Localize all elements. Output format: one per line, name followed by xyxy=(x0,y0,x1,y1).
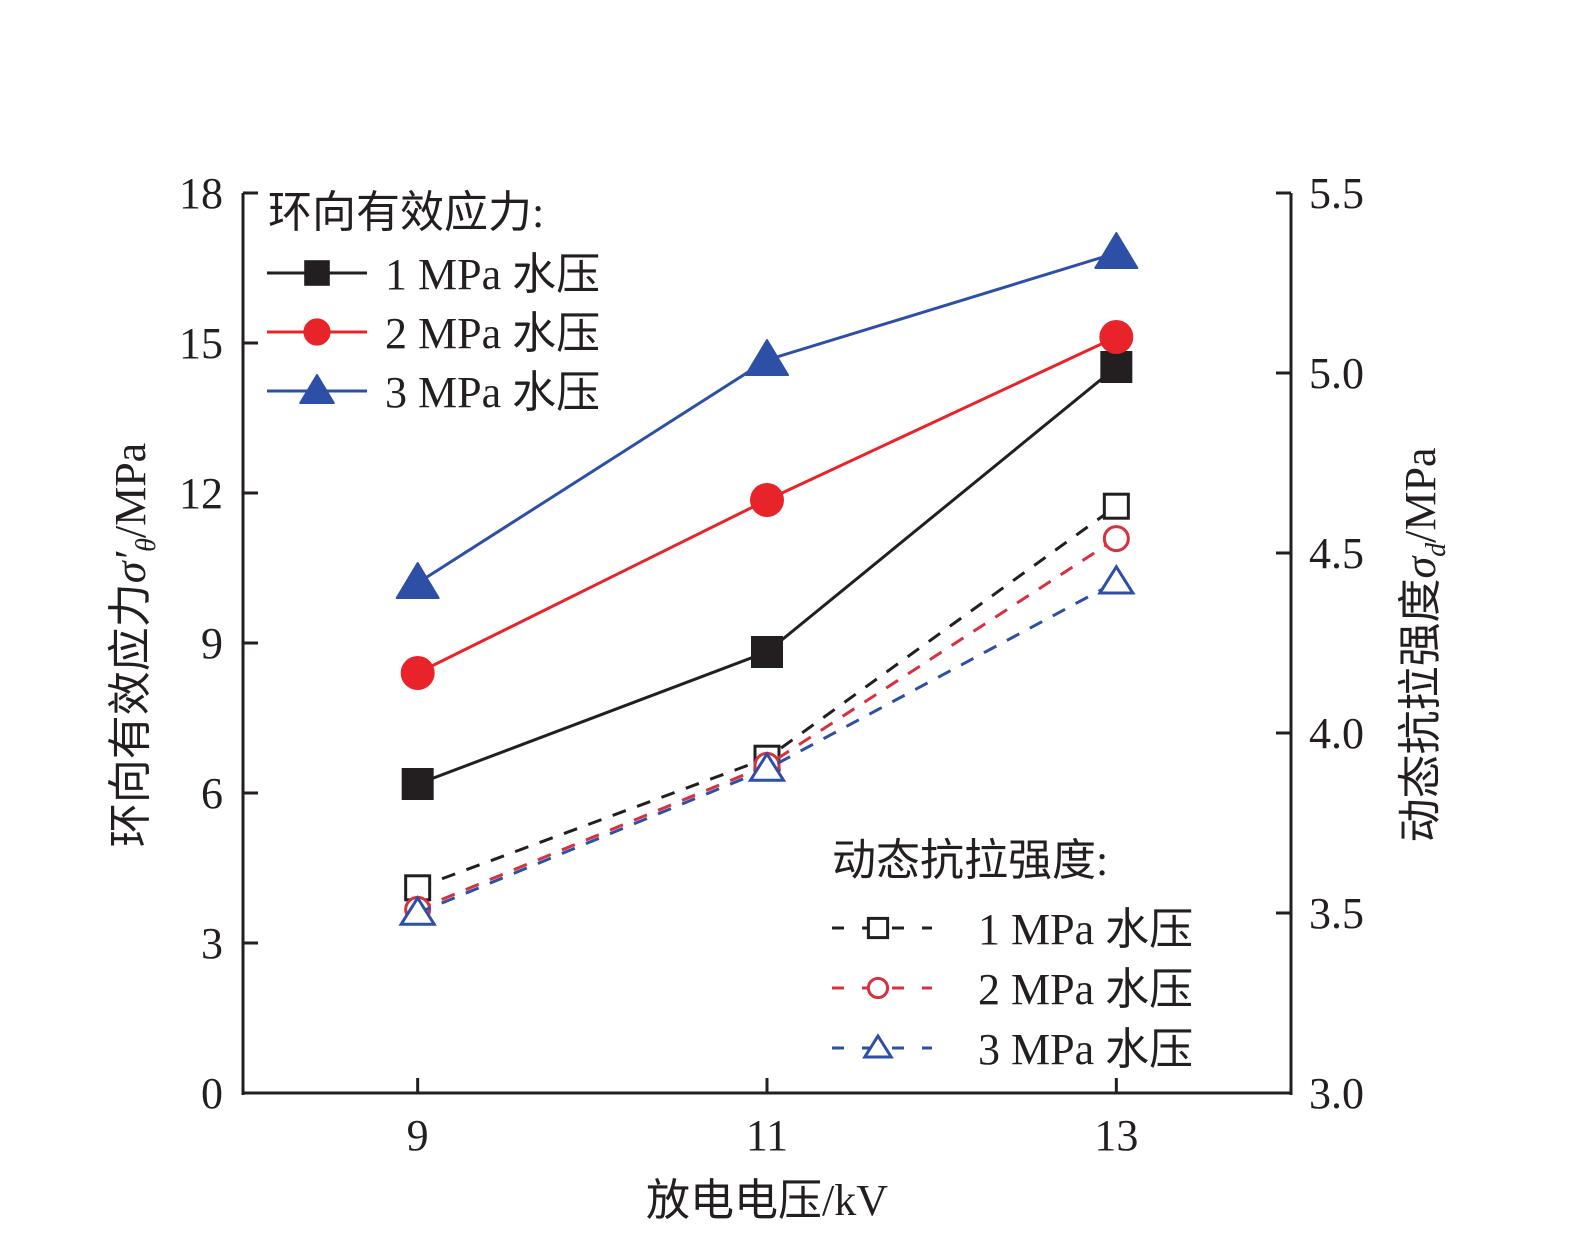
y-right-tick-label: 4.0 xyxy=(1309,709,1364,758)
marker-open-triangle xyxy=(747,751,787,782)
y-left-tick-label: 9 xyxy=(201,619,223,668)
y-left-title-text: 环向有效应力 xyxy=(106,583,155,847)
y-axis-right-title: 动态抗拉强度σd/MPa xyxy=(1396,447,1452,842)
marker-circle xyxy=(750,483,784,517)
marker-square xyxy=(304,260,330,286)
y-right-tick-label: 4.5 xyxy=(1309,529,1364,578)
marker-circle xyxy=(1099,320,1134,354)
y-left-tick-label: 18 xyxy=(179,169,223,218)
series-stress-1-MPa-水压 xyxy=(401,351,1133,800)
marker-open-square xyxy=(866,916,890,940)
legend-label: 3 MPa 水压 xyxy=(978,1025,1193,1074)
series-stress-3-MPa-水压 xyxy=(395,232,1139,599)
y-left-title-symbol: σ′ xyxy=(106,551,155,584)
y-left-tick-label: 6 xyxy=(201,769,223,818)
y-right-title-symbol: σ xyxy=(1396,555,1445,579)
y-right-title-subscript: d xyxy=(1421,542,1452,557)
y-left-title-subscript: θ xyxy=(131,538,162,552)
legend-item: 3 MPa 水压 xyxy=(267,368,600,417)
series-tensile-3-MPa-水压 xyxy=(398,563,1136,926)
series-line xyxy=(416,251,1117,585)
legend-item: 3 MPa 水压 xyxy=(832,1025,1193,1074)
marker-square xyxy=(1100,351,1133,383)
legend-item: 2 MPa 水压 xyxy=(267,309,600,358)
legend-label: 2 MPa 水压 xyxy=(385,309,600,358)
marker-open-triangle xyxy=(862,1033,894,1059)
marker-open-circle xyxy=(1102,525,1130,553)
x-tick-label: 11 xyxy=(746,1111,788,1160)
series-line xyxy=(417,365,1118,786)
marker-circle xyxy=(303,318,331,346)
legend-stress: 环向有效应力: 1 MPa 水压 2 MPa 水压 3 MPa 水压 xyxy=(267,188,600,417)
svg-text:环向有效应力σ′θ/MPa: 环向有效应力σ′θ/MPa xyxy=(106,443,162,847)
marker-open-square xyxy=(1102,492,1130,520)
legend-item: 1 MPa 水压 xyxy=(267,250,600,299)
legend-item: 1 MPa 水压 xyxy=(832,905,1193,954)
y-axis-left-title: 环向有效应力σ′θ/MPa xyxy=(106,443,162,847)
legend-tensile-strength: 动态抗拉强度: 1 MPa 水压 2 MPa 水压 3 MPa 水压 xyxy=(832,836,1193,1074)
y-right-title-text: 动态抗拉强度 xyxy=(1396,579,1445,843)
y-left-tick-label: 12 xyxy=(179,469,223,518)
svg-text:动态抗拉强度σd/MPa: 动态抗拉强度σd/MPa xyxy=(1396,447,1452,842)
y-right-tick-label: 5.5 xyxy=(1309,169,1364,218)
x-tick-label: 9 xyxy=(407,1111,429,1160)
y-right-title-unit: /MPa xyxy=(1396,447,1445,542)
marker-open-triangle xyxy=(398,895,437,926)
y-left-tick-label: 3 xyxy=(201,919,223,968)
axes: 0 3 6 9 12 15 18 3.0 3.5 4.0 4.5 5.0 5.5 9 11 13 xyxy=(179,169,1364,1160)
marker-open-circle xyxy=(866,976,890,1000)
legend-label: 1 MPa 水压 xyxy=(385,250,600,299)
y-left-tick-label: 15 xyxy=(179,319,223,368)
y-right-tick-label: 5.0 xyxy=(1309,349,1364,398)
marker-triangle xyxy=(395,562,440,599)
y-right-tick-label: 3.5 xyxy=(1309,889,1364,938)
marker-circle xyxy=(400,656,435,690)
y-left-title-unit: /MPa xyxy=(106,443,155,538)
marker-square xyxy=(751,636,783,668)
series-stress-2-MPa-水压 xyxy=(400,320,1134,690)
x-tick-label: 13 xyxy=(1094,1111,1138,1160)
legend-label: 3 MPa 水压 xyxy=(385,368,600,417)
marker-square xyxy=(401,768,434,800)
legend-title-tensile: 动态抗拉强度: xyxy=(832,836,1108,885)
legend-label: 2 MPa 水压 xyxy=(978,965,1193,1014)
y-left-tick-label: 0 xyxy=(201,1069,223,1118)
legend-title-stress: 环向有效应力: xyxy=(268,188,544,237)
marker-triangle xyxy=(745,339,789,376)
legend-label: 1 MPa 水压 xyxy=(978,905,1193,954)
marker-triangle xyxy=(299,374,335,404)
series-layer xyxy=(395,232,1139,926)
legend-item: 2 MPa 水压 xyxy=(832,965,1193,1014)
x-axis-title: 放电电压/kV xyxy=(646,1176,888,1225)
series-line xyxy=(417,504,1118,890)
marker-triangle xyxy=(1094,232,1139,269)
y-right-tick-label: 3.0 xyxy=(1309,1069,1364,1118)
marker-open-triangle xyxy=(1097,563,1136,595)
